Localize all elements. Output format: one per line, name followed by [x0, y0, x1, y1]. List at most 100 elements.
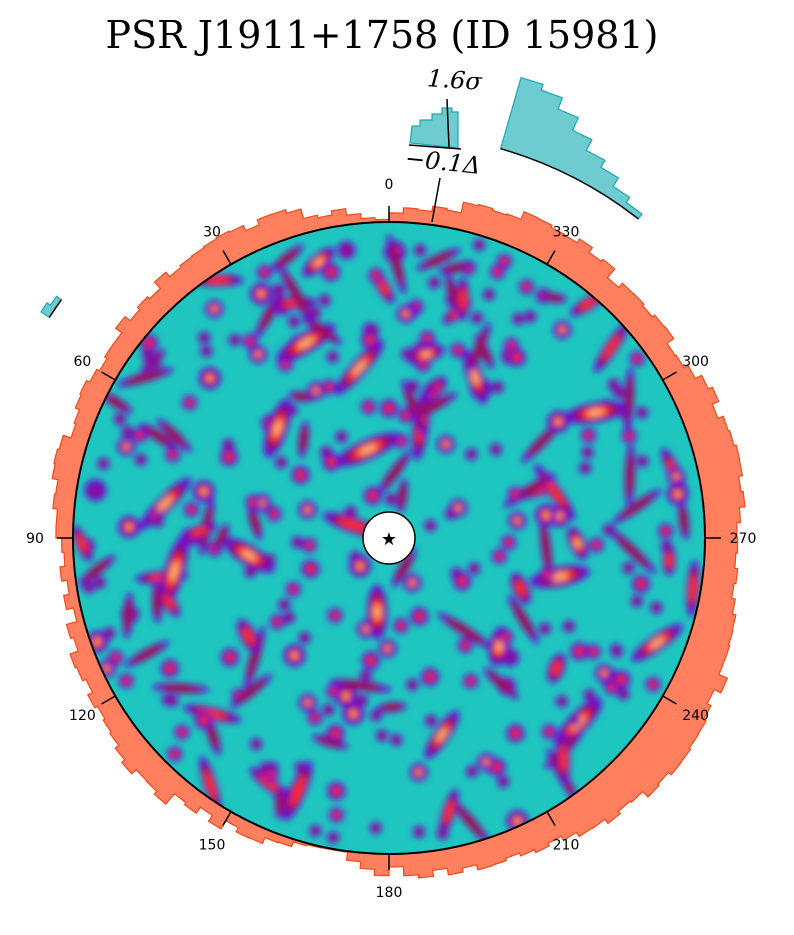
heatmap-blob: [515, 580, 527, 597]
heatmap-blob: [330, 688, 338, 695]
heatmap-blob: [559, 745, 568, 773]
heatmap-blob: [544, 293, 564, 302]
heatmap-blob: [502, 633, 510, 641]
heatmap-blob: [338, 680, 383, 691]
heatmap-blob: [426, 673, 435, 681]
heatmap-blob: [255, 351, 261, 357]
heatmap-blob: [385, 646, 391, 651]
heatmap-blob: [409, 382, 417, 390]
heatmap-blob: [259, 500, 265, 506]
significance-label: 1.6σ: [426, 64, 483, 96]
heatmap-blob: [169, 561, 179, 582]
heatmap-blob: [427, 522, 434, 530]
heatmap-blob: [291, 652, 298, 659]
heatmap-blob: [136, 432, 143, 439]
heatmap-blob: [144, 426, 172, 446]
heatmap-blob: [326, 268, 335, 277]
heatmap-blob: [137, 456, 145, 464]
heatmap-blob: [362, 672, 370, 679]
heatmap-blob: [514, 818, 521, 825]
heatmap-blob: [395, 553, 413, 582]
heatmap-blob: [204, 770, 216, 799]
angle-tick: [661, 694, 677, 705]
heatmap-blob: [206, 720, 219, 751]
heatmap-blob: [105, 394, 129, 411]
heatmap-blob: [423, 334, 431, 342]
heatmap-blob: [382, 457, 407, 489]
heatmap-blob: [436, 727, 448, 742]
heatmap-blob: [551, 572, 569, 581]
heatmap-blob: [144, 352, 152, 360]
heatmap-blob: [200, 488, 207, 495]
heatmap-blob: [325, 383, 333, 391]
heatmap-blob: [467, 677, 474, 685]
angle-tick-label: 30: [203, 224, 221, 240]
heatmap-blob: [471, 329, 488, 367]
heatmap-blob: [674, 491, 681, 498]
angle-tick: [545, 250, 556, 266]
heatmap-blob: [639, 458, 646, 465]
heatmap-blob: [662, 527, 669, 535]
heatmap-blob: [546, 728, 553, 736]
significance-histogram-top: [409, 107, 459, 149]
heatmap-blob: [589, 648, 597, 655]
heatmap-blob: [427, 717, 435, 725]
heatmap-blob: [321, 296, 329, 304]
heatmap-blob: [544, 571, 551, 578]
heatmap-blob: [392, 736, 400, 744]
heatmap-blob: [501, 257, 508, 265]
heatmap-blob: [581, 464, 589, 472]
angle-tick-label: 90: [26, 531, 44, 547]
heatmap-blob: [649, 637, 665, 649]
heatmap-blob: [124, 428, 131, 435]
heatmap-blob: [397, 483, 407, 509]
heatmap-blob: [169, 451, 176, 458]
angle-tick-label: 150: [199, 838, 226, 854]
heatmap-blob: [454, 346, 462, 354]
heatmap-blob: [378, 732, 386, 740]
heatmap-blob: [311, 714, 319, 721]
heatmap-blob: [352, 360, 367, 376]
heatmap-blob: [555, 418, 562, 425]
heatmap-blob: [402, 412, 410, 419]
heatmap-blob: [365, 403, 372, 411]
significance-histogram: [40, 76, 643, 319]
heatmap-blob: [514, 518, 520, 524]
heatmap-blob: [161, 423, 187, 448]
heatmap-blob: [509, 653, 516, 661]
heatmap-blob: [389, 242, 404, 287]
heatmap-blob: [443, 800, 455, 824]
heatmap-blob: [541, 524, 551, 572]
heatmap-blob: [511, 490, 519, 498]
heatmap-blob: [494, 383, 501, 391]
heatmap-blob: [305, 700, 311, 706]
heatmap-blob: [615, 389, 623, 396]
heatmap-blob: [331, 729, 340, 738]
heatmap-blob: [496, 553, 503, 560]
heatmap-blob: [601, 670, 607, 676]
heatmap-blob: [338, 433, 345, 441]
heatmap-blob: [274, 618, 281, 626]
heatmap-blob: [422, 251, 455, 268]
heatmap-blob: [112, 654, 120, 662]
angle-tick: [101, 371, 117, 382]
heatmap-blob: [488, 672, 514, 696]
heatmap-blob: [306, 565, 315, 573]
heatmap-blob: [495, 640, 503, 653]
heatmap-blob: [225, 452, 233, 461]
heatmap-blob: [619, 493, 655, 520]
heatmap-blob: [620, 690, 627, 698]
heatmap-blob: [165, 664, 174, 673]
heatmap-blob: [94, 638, 101, 645]
heatmap-blob: [199, 716, 208, 725]
heatmap-blob: [556, 513, 563, 520]
heatmap-blob: [585, 432, 592, 439]
heatmap-blob: [305, 541, 313, 549]
heatmap-blob: [197, 708, 227, 719]
heatmap-blob: [470, 565, 478, 572]
heatmap-blob: [204, 276, 231, 285]
heatmap-blob: [492, 446, 500, 453]
heatmap-blob: [249, 509, 261, 536]
heatmap-blob: [169, 697, 176, 704]
